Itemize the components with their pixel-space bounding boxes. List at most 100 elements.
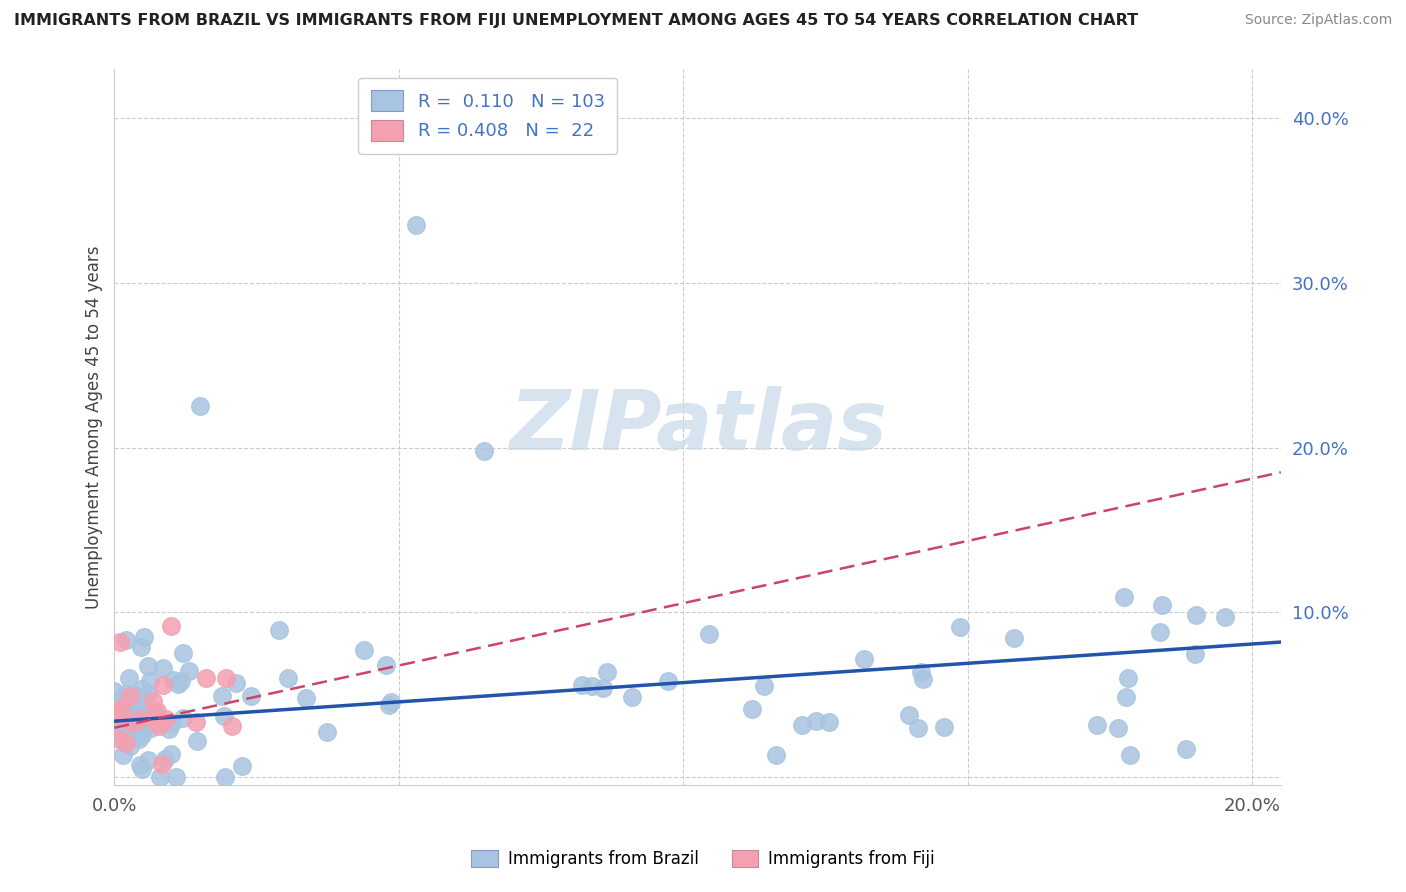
- Point: [212, 709, 235, 723]
- Point: [1149, 625, 1171, 640]
- Point: [378, 698, 401, 712]
- Point: [267, 623, 290, 637]
- Point: [104, 728, 127, 742]
- Point: [110, 701, 132, 715]
- Point: [1112, 590, 1135, 604]
- Point: [136, 687, 159, 701]
- Point: [148, 719, 170, 733]
- Point: [239, 689, 262, 703]
- Point: [188, 400, 211, 414]
- Point: [231, 759, 253, 773]
- Point: [103, 683, 125, 698]
- Point: [657, 674, 679, 689]
- Point: [125, 717, 148, 731]
- Point: [129, 640, 152, 654]
- Point: [132, 695, 155, 709]
- Text: ZIPatlas: ZIPatlas: [509, 386, 887, 467]
- Point: [131, 762, 153, 776]
- Point: [165, 770, 187, 784]
- Point: [148, 714, 170, 728]
- Point: [375, 658, 398, 673]
- Legend: Immigrants from Brazil, Immigrants from Fiji: Immigrants from Brazil, Immigrants from …: [464, 843, 942, 875]
- Point: [152, 678, 174, 692]
- Point: [157, 722, 180, 736]
- Point: [1115, 690, 1137, 704]
- Point: [138, 674, 160, 689]
- Point: [124, 730, 146, 744]
- Point: [910, 665, 932, 680]
- Point: [136, 658, 159, 673]
- Point: [405, 218, 427, 232]
- Point: [194, 671, 217, 685]
- Point: [128, 732, 150, 747]
- Text: Source: ZipAtlas.com: Source: ZipAtlas.com: [1244, 13, 1392, 28]
- Point: [804, 714, 827, 728]
- Point: [128, 699, 150, 714]
- Point: [142, 705, 165, 719]
- Point: [128, 757, 150, 772]
- Point: [277, 671, 299, 685]
- Point: [155, 712, 177, 726]
- Point: [162, 673, 184, 687]
- Point: [214, 770, 236, 784]
- Point: [472, 443, 495, 458]
- Point: [186, 714, 208, 729]
- Point: [596, 665, 619, 679]
- Point: [107, 723, 129, 738]
- Legend: R =  0.110   N = 103, R = 0.408   N =  22: R = 0.110 N = 103, R = 0.408 N = 22: [359, 78, 617, 153]
- Point: [136, 753, 159, 767]
- Point: [211, 689, 233, 703]
- Point: [912, 673, 935, 687]
- Point: [1119, 747, 1142, 762]
- Point: [118, 689, 141, 703]
- Point: [149, 770, 172, 784]
- Point: [135, 703, 157, 717]
- Point: [1107, 722, 1129, 736]
- Point: [108, 726, 131, 740]
- Point: [114, 688, 136, 702]
- Point: [118, 739, 141, 753]
- Point: [162, 715, 184, 730]
- Point: [107, 707, 129, 722]
- Point: [117, 731, 139, 746]
- Point: [697, 627, 720, 641]
- Point: [152, 661, 174, 675]
- Point: [114, 703, 136, 717]
- Point: [172, 711, 194, 725]
- Point: [949, 620, 972, 634]
- Point: [121, 716, 143, 731]
- Point: [115, 736, 138, 750]
- Point: [121, 698, 143, 712]
- Point: [765, 747, 787, 762]
- Point: [1213, 610, 1236, 624]
- Point: [131, 682, 153, 697]
- Point: [104, 710, 127, 724]
- Point: [353, 643, 375, 657]
- Point: [1085, 718, 1108, 732]
- Point: [135, 705, 157, 719]
- Point: [225, 676, 247, 690]
- Point: [159, 747, 181, 761]
- Point: [108, 732, 131, 747]
- Point: [153, 752, 176, 766]
- Y-axis label: Unemployment Among Ages 45 to 54 years: Unemployment Among Ages 45 to 54 years: [86, 245, 103, 608]
- Point: [172, 647, 194, 661]
- Point: [134, 720, 156, 734]
- Point: [1150, 598, 1173, 612]
- Point: [741, 702, 763, 716]
- Point: [129, 712, 152, 726]
- Point: [150, 756, 173, 771]
- Point: [620, 690, 643, 704]
- Point: [107, 716, 129, 731]
- Point: [221, 719, 243, 733]
- Point: [110, 702, 132, 716]
- Point: [581, 679, 603, 693]
- Point: [166, 677, 188, 691]
- Point: [131, 728, 153, 742]
- Point: [790, 718, 813, 732]
- Point: [122, 688, 145, 702]
- Point: [907, 721, 929, 735]
- Point: [315, 724, 337, 739]
- Point: [115, 632, 138, 647]
- Point: [898, 708, 921, 723]
